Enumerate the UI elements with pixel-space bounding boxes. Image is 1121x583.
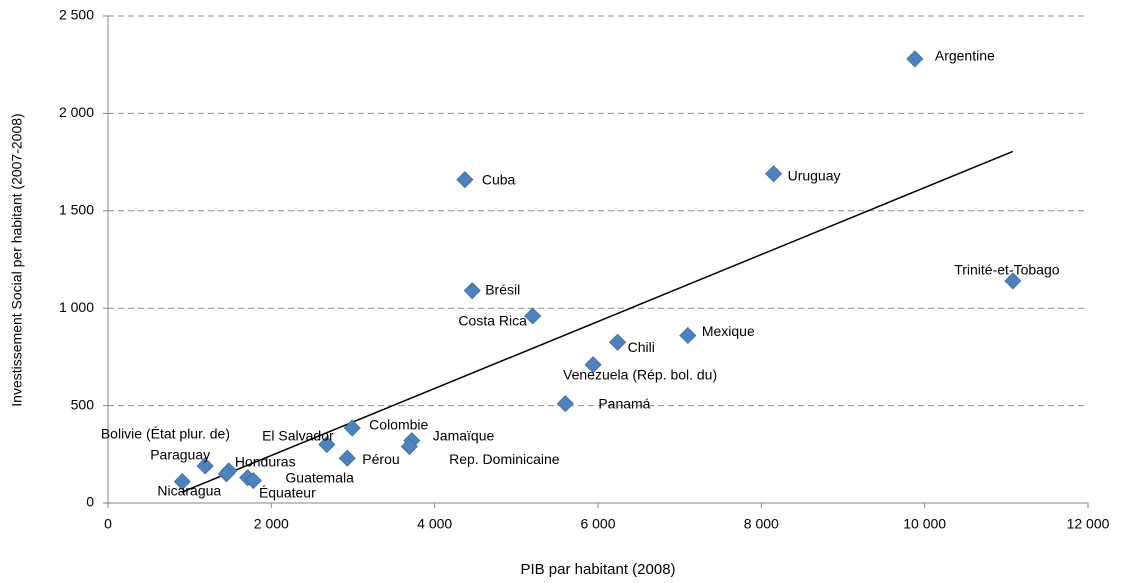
point-label: Colombie (369, 417, 428, 433)
x-tick-label: 2 000 (254, 516, 289, 532)
point-label: Honduras (235, 454, 296, 470)
trendline (181, 150, 1014, 493)
x-tick-label: 4 000 (417, 516, 452, 532)
point-label: Bolivie (État plur. de) (101, 425, 230, 441)
point-label: Pérou (362, 451, 399, 467)
x-tick-label: 10 000 (903, 516, 946, 532)
point-label: Costa Rica (458, 313, 527, 329)
y-tick-label: 0 (86, 494, 94, 510)
point (244, 472, 262, 490)
point (456, 171, 474, 189)
x-tick-label: 12 000 (1067, 516, 1110, 532)
point (217, 465, 235, 483)
x-tick-label: 0 (104, 516, 112, 532)
point (463, 282, 481, 300)
point-label: Rep. Dominicaine (449, 451, 560, 467)
y-tick-label: 2 000 (59, 104, 94, 120)
point-label: Trinité-et-Tobago (954, 262, 1060, 278)
x-tick-label: 6 000 (580, 516, 615, 532)
point (343, 419, 361, 437)
point (196, 457, 214, 475)
point (765, 165, 783, 183)
y-tick-label: 1 000 (59, 299, 94, 315)
point (400, 437, 418, 456)
x-tick-label: 8 000 (744, 516, 779, 532)
y-tick-label: 2 500 (59, 7, 94, 23)
point-label: Nicaragua (157, 482, 221, 498)
point (584, 356, 602, 374)
point (338, 449, 356, 467)
point-label: Paraguay (150, 447, 210, 463)
point (906, 50, 924, 68)
point (609, 333, 627, 351)
point (524, 307, 542, 325)
point-label: Chili (628, 339, 655, 355)
point-label: El Salvador (262, 427, 334, 443)
point-label: Guatemala (285, 469, 354, 485)
point (1004, 272, 1022, 290)
y-tick-label: 1 500 (59, 202, 94, 218)
point-label: Mexique (702, 323, 755, 339)
point-label: Venezuela (Rép. bol. du) (563, 366, 717, 382)
point-label: Équateur (259, 484, 316, 500)
point-label: Panamá (598, 395, 650, 411)
point (679, 326, 697, 345)
point-label: Uruguay (788, 167, 841, 183)
point (173, 473, 191, 491)
x-axis-title: PIB par habitant (2008) (520, 561, 675, 578)
point-label: Jamaïque (433, 427, 495, 443)
point-label: Cuba (482, 171, 516, 187)
point (556, 395, 574, 413)
point (318, 435, 336, 454)
point-label: Argentine (935, 48, 995, 64)
y-tick-label: 500 (71, 396, 95, 412)
y-axis-title: Investissement Social per habitant (2007… (9, 113, 25, 406)
point-label: Brésil (485, 281, 520, 297)
